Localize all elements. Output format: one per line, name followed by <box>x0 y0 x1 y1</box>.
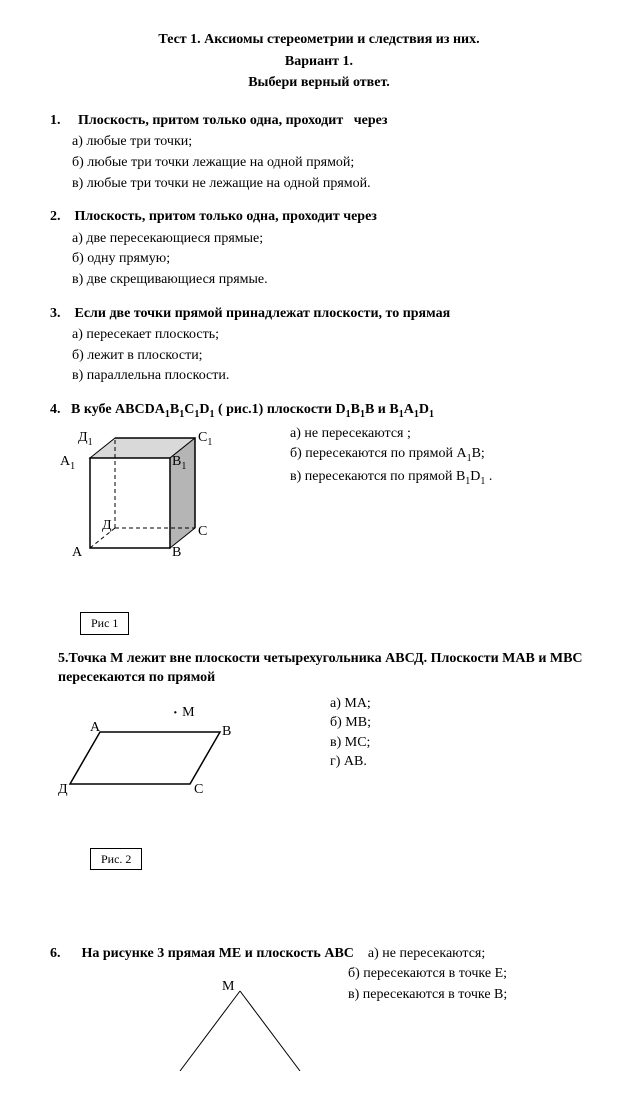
q4-b: б) пересекаются по прямой A1B; <box>290 444 588 466</box>
label-d: Д <box>102 516 112 536</box>
q2-text: 2. Плоскость, притом только одна, проход… <box>50 207 588 227</box>
q6-line1: 6. На рисунке 3 прямая МЕ и плоскость АВ… <box>50 944 588 964</box>
label-c5: С <box>194 780 203 800</box>
q1-text: 1. Плоскость, притом только одна, проход… <box>50 111 588 131</box>
label-c1: С1 <box>198 428 212 450</box>
q1-a: а) любые три точки; <box>50 132 588 152</box>
q3-text: 3. Если две точки прямой принадлежат пло… <box>50 304 588 324</box>
q4-p4: A <box>404 402 414 417</box>
q3-c: в) параллельна плоскости. <box>50 366 588 386</box>
q5-figure: · М А В С Д Рис. 2 <box>50 690 270 871</box>
q5-a: а) МА; <box>330 694 588 714</box>
label-b1: В1 <box>172 452 186 474</box>
q4-p5: D <box>419 402 429 417</box>
q2-a: а) две пересекающиеся прямые; <box>50 229 588 249</box>
q6-c: в) пересекаются в точке В; <box>348 985 588 1005</box>
q6-body: На рисунке 3 прямая МЕ и плоскость АВС <box>82 946 354 961</box>
fig1-label: Рис 1 <box>80 612 129 635</box>
q2-body: Плоскость, притом только одна, проходит … <box>75 209 377 224</box>
q2-c: в) две скрещивающиеся прямые. <box>50 270 588 290</box>
question-4: 4. В кубе ABCDA1B1C1D1 ( рис.1) плоскост… <box>50 400 588 635</box>
label-m6: М <box>222 977 234 997</box>
q5-g: г) АВ. <box>330 752 588 772</box>
label-c: С <box>198 522 207 542</box>
parallelogram-svg <box>50 694 250 804</box>
q4-num: 4. <box>50 402 61 417</box>
q4-a: а) не пересекаются ; <box>290 424 588 444</box>
question-3: 3. Если две точки прямой принадлежат пло… <box>50 304 588 386</box>
test-title: Тест 1. Аксиомы стереометрии и следствия… <box>50 30 588 50</box>
q3-b: б) лежит в плоскости; <box>50 346 588 366</box>
label-a1: А1 <box>60 452 75 474</box>
label-m: · М <box>172 699 195 727</box>
q1-b: б) любые три точки лежащие на одной прям… <box>50 153 588 173</box>
parallelogram-diagram: · М А В С Д <box>50 694 270 844</box>
q1-c: в) любые три точки не лежащие на одной п… <box>50 174 588 194</box>
q6-b: б) пересекаются в точке Е; <box>348 964 588 984</box>
q3-num: 3. <box>50 306 61 321</box>
q2-b: б) одну прямую; <box>50 249 588 269</box>
instruction: Выбери верный ответ. <box>50 73 588 93</box>
variant-subtitle: Вариант 1. <box>50 52 588 72</box>
q4-c: в) пересекаются по прямой B1D1 . <box>290 467 588 489</box>
q6-a: а) не пересекаются; <box>368 946 485 961</box>
label-b: В <box>172 543 181 563</box>
q1-num: 1. <box>50 113 61 128</box>
q4-m1: B <box>170 402 179 417</box>
q1-body: Плоскость, притом только одна, проходит <box>78 113 343 128</box>
question-6: 6. На рисунке 3 прямая МЕ и плоскость АВ… <box>50 944 588 1071</box>
label-b5: В <box>222 722 231 742</box>
label-d1: Д1 <box>78 428 93 450</box>
triangle-svg <box>150 971 350 1071</box>
q4-text: 4. В кубе ABCDA1B1C1D1 ( рис.1) плоскост… <box>50 400 588 422</box>
q5-body: Точка М лежит вне плоскости четырехуголь… <box>58 651 583 686</box>
q5-b: б) МВ; <box>330 713 588 733</box>
q4-m2: C <box>184 402 194 417</box>
q4-m3: D <box>199 402 209 417</box>
q5-text: 5.Точка М лежит вне плоскости четырехуго… <box>50 649 588 688</box>
q4-p3: B и B <box>365 402 399 417</box>
q4-sfx: ( рис.1) плоскости D <box>214 402 345 417</box>
q1-through: через <box>354 113 388 128</box>
label-a: А <box>72 543 82 563</box>
q4-pfx: В кубе ABCDA <box>71 402 165 417</box>
q5-num: 5. <box>58 651 69 666</box>
q6-num: 6. <box>50 946 61 961</box>
question-5: 5.Точка М лежит вне плоскости четырехуго… <box>50 649 588 871</box>
cube-diagram: Д1 С1 А1 В1 Д С А В <box>50 428 250 608</box>
triangle-diagram: М <box>150 971 370 1071</box>
q2-num: 2. <box>50 209 61 224</box>
q5-c: в) МС; <box>330 733 588 753</box>
q3-body: Если две точки прямой принадлежат плоско… <box>75 306 451 321</box>
q4-figure: Д1 С1 А1 В1 Д С А В Рис 1 <box>50 424 250 635</box>
fig2-label: Рис. 2 <box>90 848 142 871</box>
label-d5: Д <box>58 780 68 800</box>
question-2: 2. Плоскость, притом только одна, проход… <box>50 207 588 289</box>
question-1: 1. Плоскость, притом только одна, проход… <box>50 111 588 193</box>
q3-a: а) пересекает плоскость; <box>50 325 588 345</box>
label-a5: А <box>90 718 100 738</box>
q4-p2: B <box>351 402 360 417</box>
